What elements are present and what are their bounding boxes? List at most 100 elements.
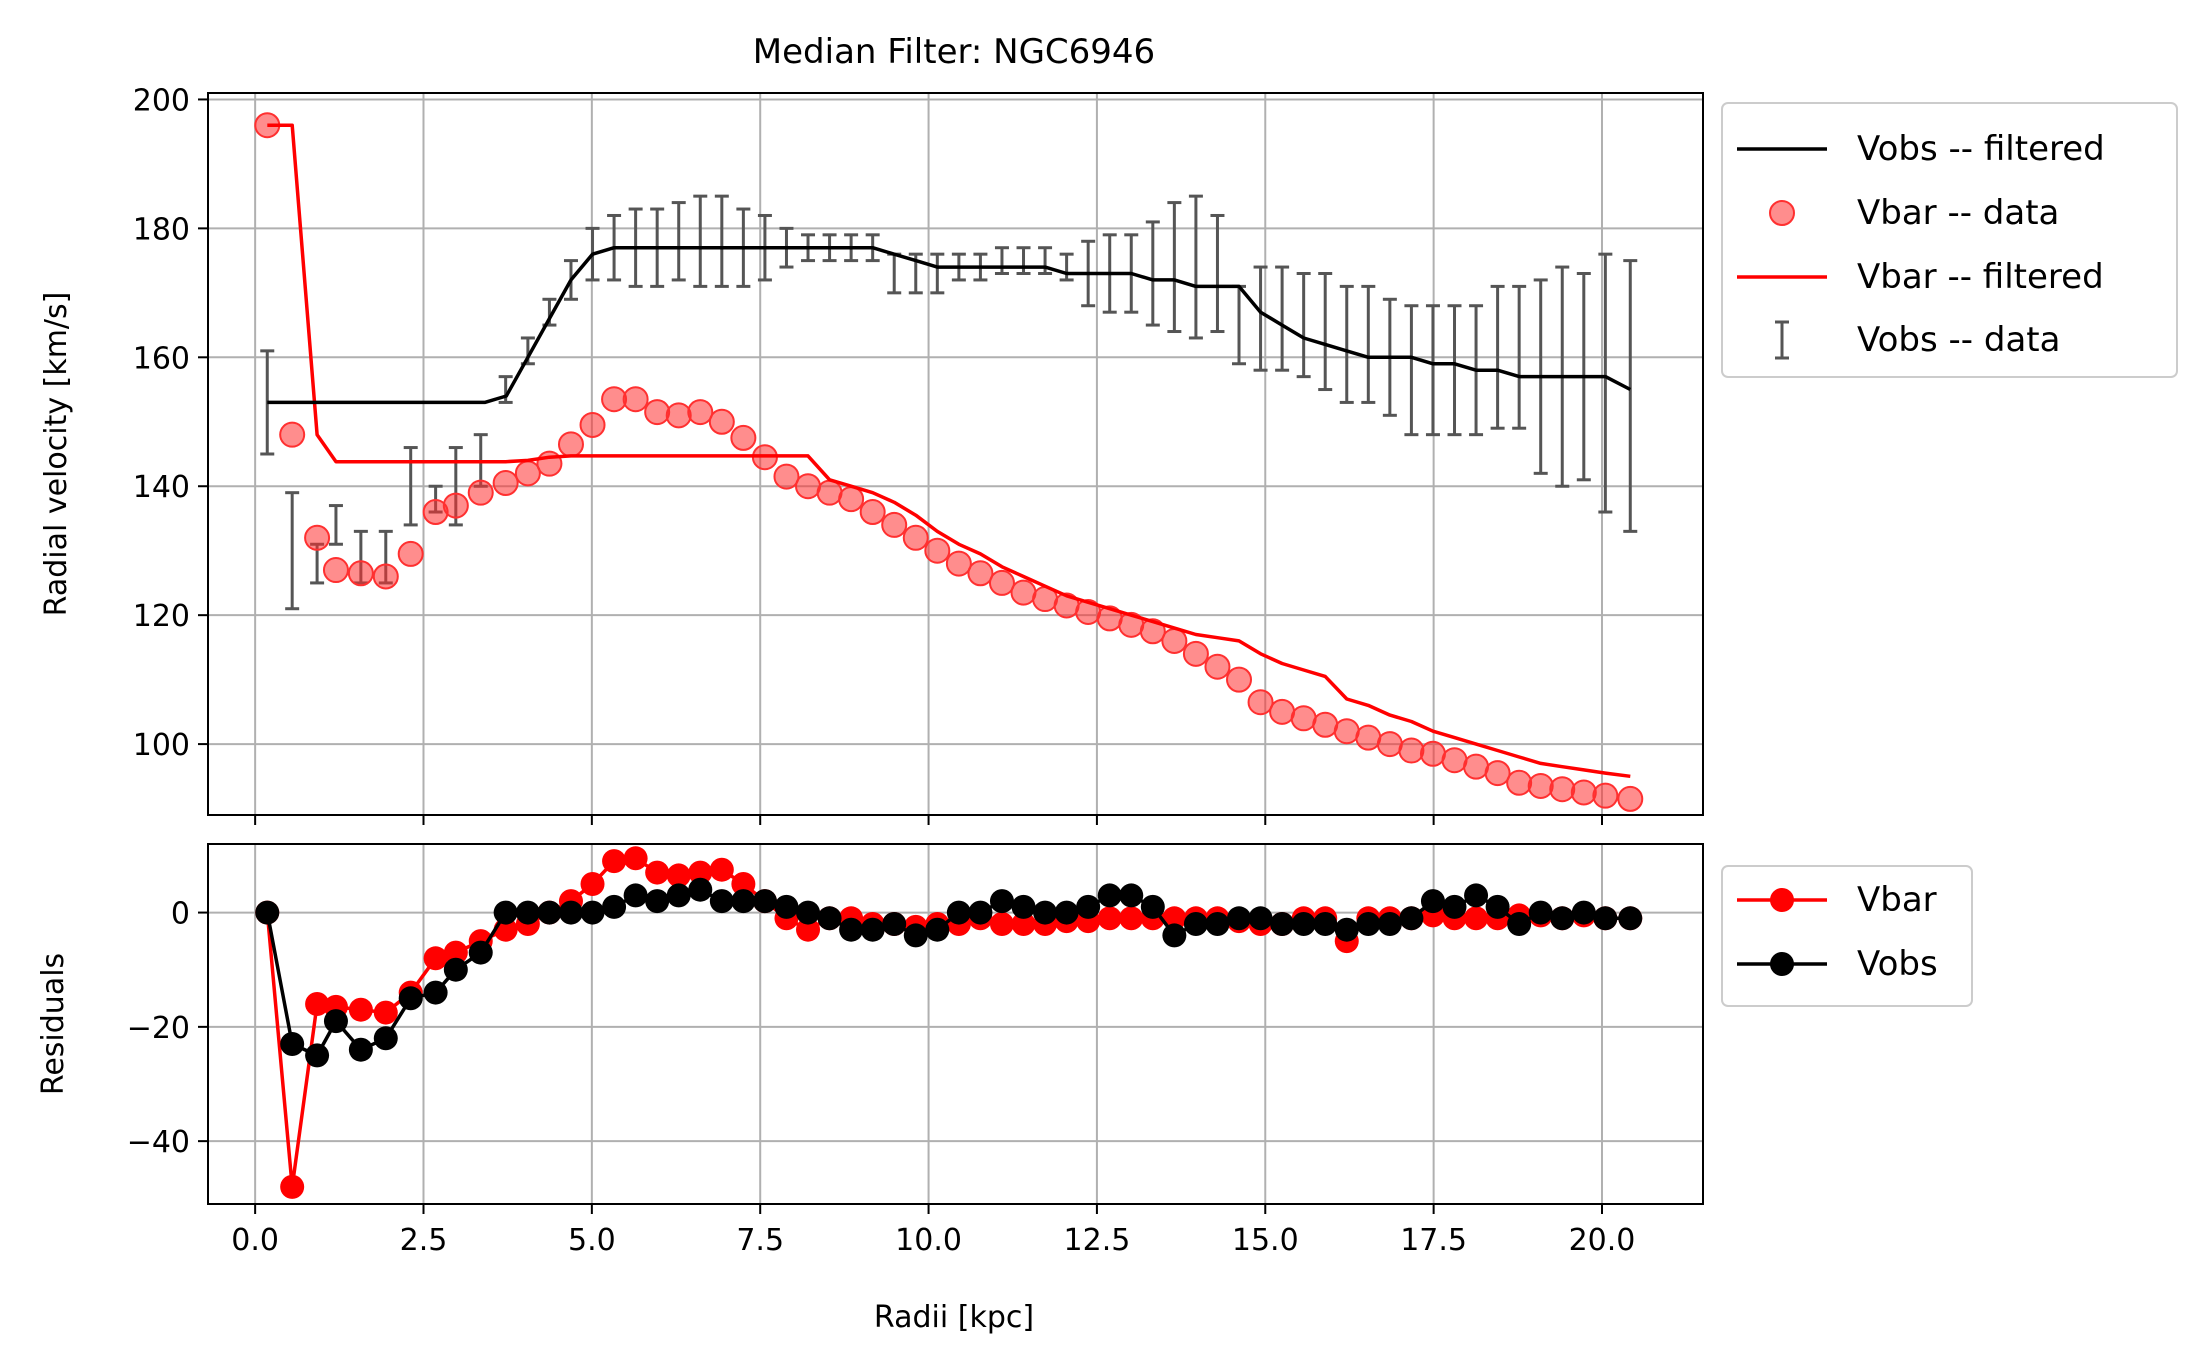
legend-vbar-data-swatch <box>1769 200 1795 226</box>
vobs-residual-point <box>1291 912 1316 936</box>
vbar-residual-point <box>423 946 448 971</box>
vbar-data-point <box>665 402 692 429</box>
vbar-data-point <box>601 386 628 413</box>
vbar-data-point <box>1570 779 1597 806</box>
vbar-data-point <box>1204 653 1231 680</box>
vobs-residual-point <box>709 889 734 914</box>
top-y-tick-label: 100 <box>133 728 190 763</box>
vobs-residual-point <box>493 900 518 925</box>
vbar-data-point <box>1312 711 1339 738</box>
vbar-residual-point <box>443 940 468 965</box>
top-y-tick-label: 160 <box>133 341 190 376</box>
vbar-residual-point <box>305 992 330 1016</box>
bottom-x-tick-label: 5.0 <box>568 1223 616 1258</box>
vbar-data-point <box>1441 747 1468 774</box>
vobs-residual-point <box>423 980 448 1005</box>
vobs-residual-point <box>1334 917 1359 942</box>
top-legend-frame <box>1721 102 2178 378</box>
vbar-data-point <box>1355 724 1382 751</box>
vobs-residual-point <box>348 1037 373 1062</box>
vobs-residual-point <box>1205 912 1230 936</box>
top-y-tick-label: 180 <box>133 212 190 247</box>
vobs-residual-point <box>989 889 1014 914</box>
vobs-residual-point <box>666 883 691 908</box>
vobs-residual-point <box>968 900 993 925</box>
top-legend: Vobs -- filtered Vbar -- data Vbar -- fi… <box>1721 102 2178 378</box>
vobs-residual-point <box>1550 906 1575 931</box>
vbar-data-point <box>579 411 606 438</box>
vbar-data-point <box>1161 627 1188 654</box>
vobs-residual-point <box>1097 883 1122 908</box>
bottom-x-ticks: 0.0 2.5 5.0 7.5 10.0 12.5 15.0 17.5 20.0 <box>231 1204 1635 1258</box>
vbar-data-point <box>442 492 469 519</box>
bottom-x-tick-label: 2.5 <box>400 1223 448 1258</box>
vbar-data-point <box>279 421 306 448</box>
vbar-data-point <box>708 408 735 435</box>
vobs-residual-point <box>1507 912 1532 936</box>
vobs-residual-point <box>623 883 648 908</box>
bottom-axes-frame <box>207 843 1704 1205</box>
vbar-data-point <box>644 399 671 426</box>
vbar-residual-point <box>348 997 373 1022</box>
vbar-data-point <box>795 473 822 500</box>
vbar-residual-point <box>1119 906 1144 931</box>
vbar-residual-point <box>280 1174 305 1199</box>
vobs-residual-point <box>1399 906 1424 931</box>
vobs-residual-point <box>925 917 950 942</box>
top-panel: 100 120 140 160 180 200 Radial velocity [km/s… <box>39 83 1704 825</box>
vobs-residual-point <box>860 917 885 942</box>
vobs-residual-point <box>1528 900 1553 925</box>
vobs-residual-point <box>580 900 605 925</box>
top-x-ticks <box>254 815 1603 825</box>
vobs-residual-point <box>1140 894 1165 919</box>
vbar-data-point <box>838 486 865 513</box>
vobs-residual-point <box>558 900 583 925</box>
legend-vbar-label: Vbar <box>1857 880 1937 920</box>
vbar-residual-point <box>666 863 691 888</box>
vbar-data-point <box>347 560 374 587</box>
vbar-data-point <box>1592 782 1619 809</box>
vbar-data-point <box>622 386 649 413</box>
vobs-residual-point <box>903 923 928 948</box>
bottom-x-tick-label: 12.5 <box>1064 1223 1131 1258</box>
vobs-residual-point <box>1442 894 1467 919</box>
top-y-ticks: 100 120 140 160 180 200 <box>133 83 208 763</box>
bottom-x-tick-label: 15.0 <box>1232 1223 1299 1258</box>
x-axis-label: Radii [kpc] <box>874 1300 1034 1335</box>
vobs-residual-point <box>645 889 670 914</box>
vbar-data-point <box>1139 618 1166 645</box>
vobs-residual-point <box>1420 889 1445 914</box>
vobs-residual-point <box>468 940 493 965</box>
vbar-data-point <box>514 460 541 487</box>
vbar-residual-point <box>602 849 627 874</box>
vobs-residual-point <box>731 889 756 914</box>
vbar-data-point <box>557 431 584 458</box>
chart-title: Median Filter: NGC6946 <box>753 32 1155 72</box>
vbar-data-point <box>988 569 1015 596</box>
vobs-residual-point <box>774 894 799 919</box>
vobs-residual-point <box>1076 894 1101 919</box>
vbar-data-point <box>1182 640 1209 667</box>
vbar-data-point <box>397 540 424 567</box>
bottom-x-tick-label: 7.5 <box>736 1223 784 1258</box>
vobs-residual-point <box>305 1043 330 1068</box>
vbar-data-point <box>730 424 757 451</box>
top-y-tick-label: 200 <box>133 83 190 118</box>
vbar-residual-point <box>1464 906 1489 931</box>
vbar-residual-point <box>373 1000 398 1025</box>
legend-vobs-swatch-marker <box>1770 952 1794 976</box>
vobs-residual-point <box>323 1009 348 1034</box>
vobs-residual-point <box>373 1026 398 1051</box>
vobs-residual-point <box>1183 912 1208 936</box>
legend-vobs-label: Vobs <box>1857 944 1938 984</box>
vobs-residual-point <box>946 900 971 925</box>
vobs-residual-point <box>1033 900 1058 925</box>
vbar-filtered-line <box>267 123 1631 779</box>
vobs-residual-point <box>537 900 562 925</box>
vobs-residual-point <box>398 986 423 1011</box>
vbar-data-point <box>967 560 994 587</box>
bottom-x-tick-label: 17.5 <box>1400 1223 1467 1258</box>
vbar-data-point <box>881 511 908 538</box>
vbar-data-point <box>322 557 349 584</box>
